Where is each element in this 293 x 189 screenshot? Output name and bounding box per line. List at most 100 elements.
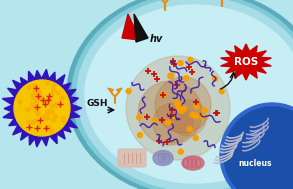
Polygon shape: [62, 116, 77, 128]
Circle shape: [137, 132, 142, 138]
Circle shape: [33, 119, 37, 123]
Ellipse shape: [67, 0, 293, 189]
Circle shape: [202, 108, 207, 113]
Circle shape: [31, 96, 35, 100]
Circle shape: [155, 77, 211, 133]
Circle shape: [43, 117, 47, 120]
Circle shape: [200, 115, 205, 120]
Circle shape: [39, 98, 42, 101]
Circle shape: [56, 91, 60, 95]
Polygon shape: [33, 132, 44, 147]
Circle shape: [62, 119, 66, 122]
Circle shape: [40, 97, 43, 101]
Circle shape: [33, 88, 37, 91]
Circle shape: [168, 73, 173, 78]
Circle shape: [33, 91, 37, 94]
Polygon shape: [33, 70, 44, 83]
Ellipse shape: [153, 150, 173, 166]
Polygon shape: [67, 103, 82, 113]
Circle shape: [27, 120, 30, 124]
Circle shape: [191, 113, 196, 118]
Circle shape: [33, 88, 37, 92]
Polygon shape: [4, 103, 17, 114]
Polygon shape: [40, 69, 50, 83]
Circle shape: [45, 126, 49, 130]
Circle shape: [175, 100, 180, 105]
Circle shape: [220, 103, 293, 189]
Polygon shape: [65, 96, 79, 106]
FancyBboxPatch shape: [118, 149, 146, 167]
Circle shape: [152, 118, 157, 123]
Circle shape: [224, 107, 293, 189]
Circle shape: [25, 108, 29, 111]
Polygon shape: [62, 89, 76, 100]
Circle shape: [47, 100, 50, 103]
Ellipse shape: [72, 0, 293, 189]
Circle shape: [187, 126, 192, 131]
Circle shape: [176, 106, 181, 112]
Circle shape: [153, 103, 193, 143]
Circle shape: [33, 105, 36, 109]
Circle shape: [18, 100, 22, 104]
Polygon shape: [28, 71, 38, 86]
Polygon shape: [58, 83, 71, 95]
Circle shape: [48, 97, 52, 101]
Text: nucleus: nucleus: [238, 159, 272, 167]
Circle shape: [27, 86, 31, 89]
Circle shape: [14, 80, 70, 136]
Circle shape: [161, 92, 166, 97]
Circle shape: [35, 86, 38, 90]
Circle shape: [126, 89, 131, 94]
Circle shape: [184, 76, 189, 81]
Polygon shape: [40, 133, 50, 146]
Circle shape: [170, 100, 206, 136]
Circle shape: [52, 84, 56, 88]
Circle shape: [138, 81, 202, 145]
Circle shape: [194, 113, 199, 118]
Circle shape: [38, 91, 42, 94]
Polygon shape: [221, 44, 271, 80]
Text: ROS: ROS: [234, 57, 258, 67]
Ellipse shape: [182, 156, 204, 170]
Circle shape: [47, 125, 51, 129]
Circle shape: [178, 149, 183, 154]
Circle shape: [27, 108, 31, 111]
Circle shape: [34, 110, 38, 113]
Polygon shape: [117, 88, 122, 92]
Text: GSH: GSH: [86, 99, 108, 108]
Circle shape: [42, 115, 46, 119]
Circle shape: [52, 119, 56, 122]
Circle shape: [62, 117, 65, 120]
Polygon shape: [21, 77, 32, 90]
Circle shape: [52, 89, 55, 92]
Polygon shape: [13, 121, 27, 135]
Polygon shape: [66, 109, 80, 119]
Circle shape: [50, 93, 54, 96]
Polygon shape: [47, 129, 57, 144]
Polygon shape: [13, 80, 27, 94]
Circle shape: [50, 110, 54, 114]
Circle shape: [31, 121, 35, 125]
Polygon shape: [46, 72, 55, 86]
Circle shape: [34, 102, 38, 106]
Circle shape: [61, 96, 64, 100]
Circle shape: [51, 104, 54, 108]
Circle shape: [172, 113, 177, 119]
Ellipse shape: [85, 5, 293, 183]
Circle shape: [35, 119, 38, 123]
Circle shape: [193, 136, 198, 140]
Circle shape: [47, 109, 50, 113]
Circle shape: [137, 115, 142, 120]
Polygon shape: [29, 131, 39, 145]
Circle shape: [38, 93, 42, 97]
Polygon shape: [58, 120, 71, 132]
Polygon shape: [108, 88, 113, 92]
Circle shape: [37, 125, 41, 129]
Circle shape: [35, 99, 38, 103]
Circle shape: [46, 116, 49, 120]
Polygon shape: [2, 97, 18, 107]
Circle shape: [166, 120, 171, 125]
Circle shape: [178, 60, 183, 66]
Polygon shape: [134, 14, 148, 42]
Polygon shape: [8, 88, 23, 100]
